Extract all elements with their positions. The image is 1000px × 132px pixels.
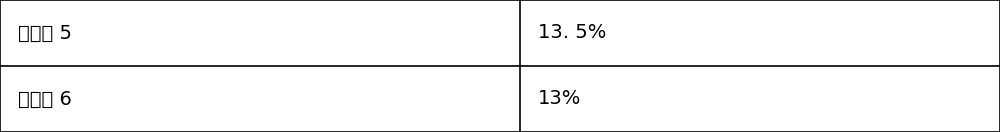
Text: 实施例 5: 实施例 5	[18, 23, 72, 43]
Text: 13. 5%: 13. 5%	[538, 23, 606, 43]
Text: 实施例 6: 实施例 6	[18, 89, 72, 109]
Text: 13%: 13%	[538, 89, 581, 109]
